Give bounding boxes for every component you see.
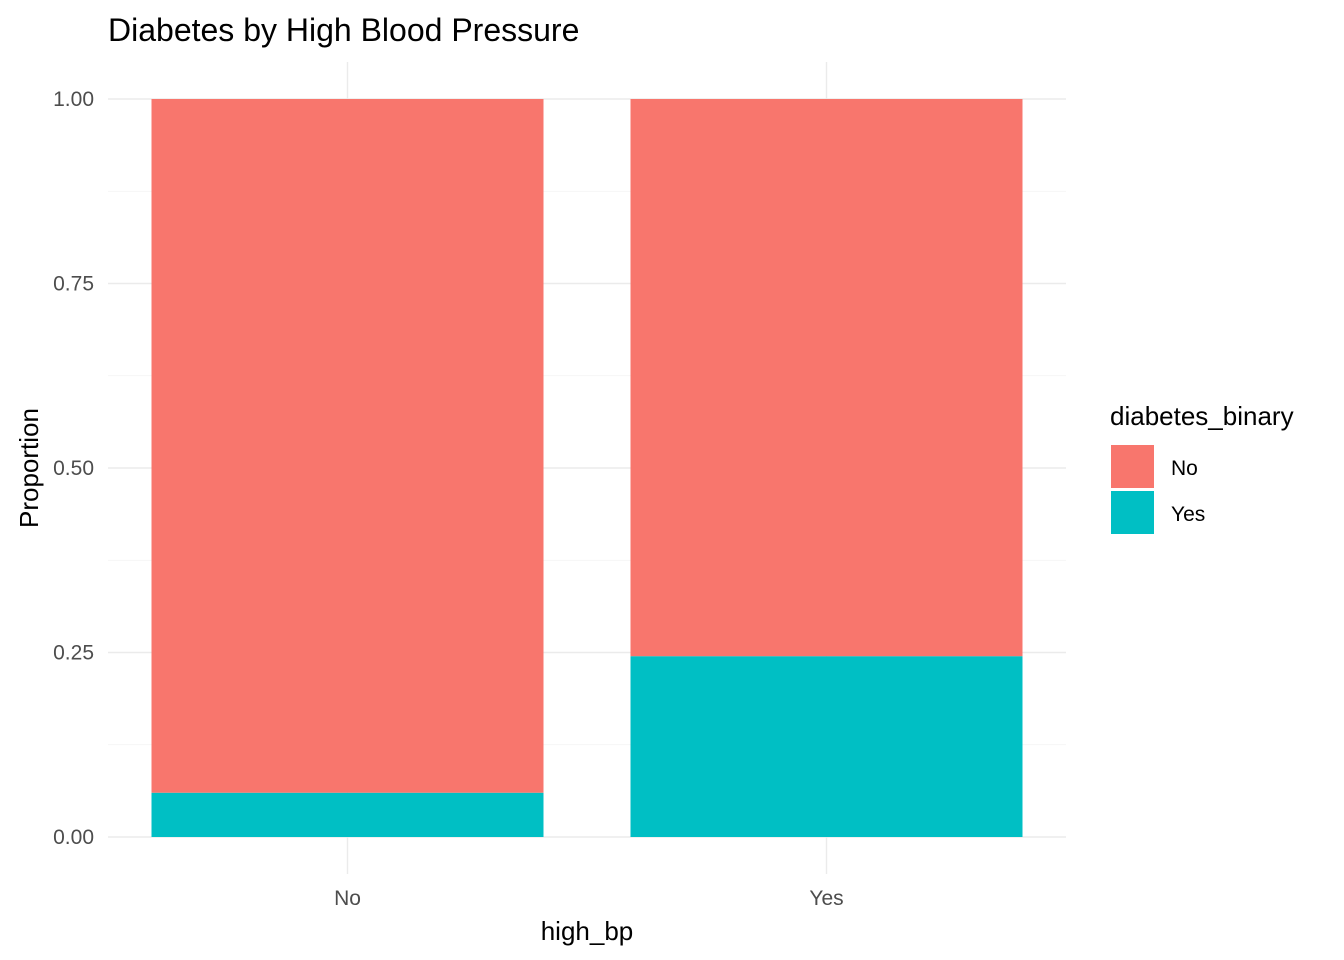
- y-tick-label: 0.00: [53, 826, 94, 849]
- y-axis-tick-labels: 0.00 0.25 0.50 0.75 1.00: [53, 88, 94, 849]
- y-tick-label: 0.50: [53, 457, 94, 480]
- x-axis-tick-labels: No Yes: [334, 887, 844, 910]
- y-tick-label: 0.25: [53, 642, 94, 665]
- bar-yes-yes: [630, 656, 1023, 837]
- x-axis-title: high_bp: [541, 916, 634, 946]
- legend-label-no: No: [1171, 457, 1198, 480]
- bar-yes-no: [630, 99, 1023, 657]
- y-axis-title: Proportion: [14, 408, 44, 528]
- chart-title: Diabetes by High Blood Pressure: [108, 12, 579, 48]
- bars: [151, 99, 1023, 837]
- legend-label-yes: Yes: [1171, 503, 1205, 526]
- legend: diabetes_binary No Yes: [1110, 401, 1294, 534]
- bar-no-no: [151, 99, 544, 793]
- legend-title: diabetes_binary: [1110, 401, 1294, 431]
- x-tick-label: Yes: [809, 887, 843, 910]
- x-tick-label: No: [334, 887, 361, 910]
- legend-key-no: [1111, 445, 1154, 488]
- bar-no-yes: [151, 792, 544, 837]
- legend-key-yes: [1111, 491, 1154, 534]
- y-tick-label: 0.75: [53, 273, 94, 296]
- y-tick-label: 1.00: [53, 88, 94, 111]
